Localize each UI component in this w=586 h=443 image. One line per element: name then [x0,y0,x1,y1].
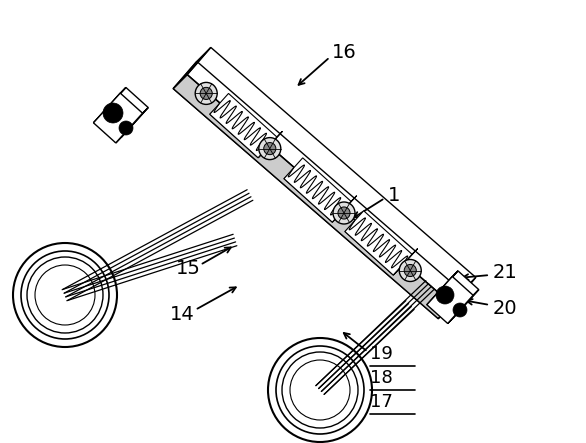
Text: 17: 17 [370,393,393,411]
Polygon shape [284,173,338,222]
Polygon shape [94,93,142,143]
Polygon shape [345,226,399,275]
Circle shape [436,286,454,304]
Circle shape [399,260,421,281]
Circle shape [200,87,212,99]
Polygon shape [448,290,479,323]
Circle shape [404,264,416,276]
Circle shape [119,121,133,135]
Circle shape [338,207,350,219]
Circle shape [453,303,467,317]
Text: 16: 16 [332,43,357,62]
Text: 15: 15 [176,259,201,277]
Polygon shape [438,277,476,319]
Text: 21: 21 [493,264,518,283]
Polygon shape [173,74,452,319]
Polygon shape [258,131,282,158]
Text: 18: 18 [370,369,393,387]
Polygon shape [427,271,458,305]
Polygon shape [432,271,479,318]
Polygon shape [173,47,211,89]
Circle shape [264,143,276,155]
Circle shape [103,103,123,123]
Polygon shape [173,62,462,319]
Polygon shape [393,249,418,275]
Text: 1: 1 [388,186,400,205]
Polygon shape [94,87,126,123]
Polygon shape [116,108,148,143]
Polygon shape [210,109,264,158]
Polygon shape [210,93,277,158]
Polygon shape [332,196,357,222]
Text: 19: 19 [370,345,393,363]
Text: 14: 14 [170,306,195,325]
Polygon shape [99,87,148,137]
Text: 20: 20 [493,299,517,318]
Circle shape [259,138,281,159]
Polygon shape [284,158,351,222]
Polygon shape [427,276,473,323]
Circle shape [333,202,355,224]
Circle shape [195,82,217,105]
Polygon shape [345,211,412,275]
